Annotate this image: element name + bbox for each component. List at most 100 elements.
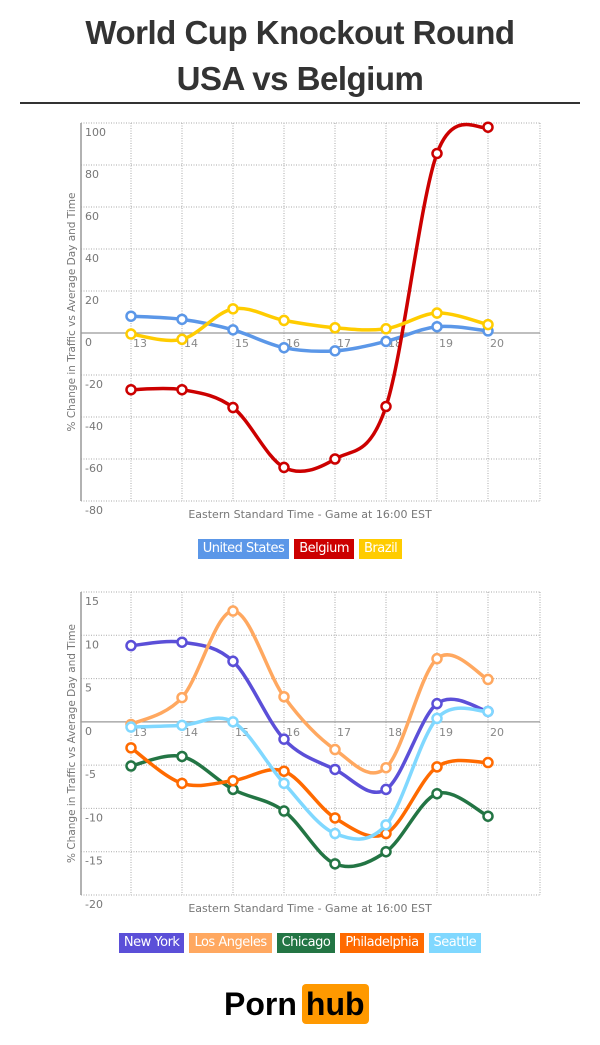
data-point (278, 765, 290, 777)
data-point (227, 716, 239, 728)
data-point (227, 303, 239, 315)
data-point (482, 756, 494, 769)
y-tick-label: -80 (85, 504, 103, 517)
data-point (278, 341, 290, 354)
legend-item[interactable]: Belgium (294, 539, 355, 559)
x-tick-label: 15 (235, 337, 249, 350)
data-point (125, 639, 137, 652)
y-tick-label: 20 (85, 294, 99, 307)
y-axis-label: % Change in Traffic vs Average Day and T… (66, 193, 78, 432)
y-tick-label: 100 (85, 126, 106, 139)
y-tick-label: 40 (85, 252, 99, 265)
data-point (278, 777, 290, 790)
data-point (482, 121, 494, 133)
legend-item[interactable]: Brazil (359, 539, 403, 559)
data-point (380, 819, 392, 831)
data-point (176, 719, 188, 732)
y-tick-label: 0 (85, 725, 92, 738)
data-point (227, 401, 239, 414)
data-point (329, 322, 341, 334)
x-tick-label: 20 (490, 726, 504, 739)
data-point (329, 812, 341, 824)
y-tick-label: 0 (85, 336, 92, 349)
y-tick-label: 5 (85, 682, 92, 695)
x-tick-label: 19 (439, 726, 453, 739)
y-tick-label: -60 (85, 462, 103, 475)
data-point (431, 147, 443, 160)
x-tick-label: 13 (133, 726, 147, 739)
series-line-belgium (130, 122, 489, 473)
data-point (431, 787, 443, 800)
data-point (329, 858, 341, 870)
data-point (380, 400, 392, 413)
series-line-chicago (130, 753, 489, 869)
x-tick-label: 14 (184, 726, 198, 739)
data-point (227, 774, 239, 787)
legend-item[interactable]: Los Angeles (189, 933, 272, 953)
x-tick-label: 17 (337, 337, 351, 350)
data-point (329, 453, 341, 465)
data-point (431, 712, 443, 725)
data-point (482, 810, 494, 822)
x-axis-label: Eastern Standard Time - Game at 16:00 ES… (188, 902, 432, 915)
legend-chart-2: New York Los Angeles Chicago Philadelphia Se… (0, 933, 600, 953)
series-line-new-york (130, 639, 489, 795)
logo-text-hub: hub (301, 984, 369, 1024)
data-point (176, 333, 188, 346)
legend-item[interactable]: Chicago (276, 933, 336, 953)
y-tick-label: -20 (85, 898, 103, 911)
pornhub-logo: Porn hub (224, 984, 369, 1024)
data-point (278, 314, 290, 327)
data-point (482, 673, 494, 686)
y-tick-label: -5 (85, 768, 96, 781)
y-tick-label: -20 (85, 378, 103, 391)
y-tick-label: 80 (85, 168, 99, 181)
data-point (329, 743, 341, 756)
title-divider (20, 102, 580, 104)
data-point (176, 750, 188, 763)
legend-chart-1: United States Belgium Brazil (0, 539, 600, 559)
x-tick-label: 16 (286, 726, 300, 739)
x-tick-label: 15 (235, 726, 249, 739)
data-point (278, 805, 290, 817)
title-line-2: USA vs Belgium (176, 60, 424, 97)
title-line-1: World Cup Knockout Round (85, 14, 515, 51)
data-point (380, 323, 392, 335)
data-point (431, 320, 443, 333)
data-point (125, 760, 137, 772)
data-point (329, 763, 341, 776)
data-point (176, 636, 188, 648)
x-tick-label: 18 (388, 726, 402, 739)
chart-2: 15 10 5 0 -5 -10 -15 -20 13 14 15 16 17 18 19 20 % Chang… (66, 591, 541, 915)
data-point (329, 345, 341, 357)
data-point (380, 845, 392, 858)
series-line-los-angeles (130, 609, 489, 775)
y-tick-label: 60 (85, 210, 99, 223)
data-point (176, 383, 188, 396)
legend-item[interactable]: Philadelphia (340, 933, 424, 953)
data-point (431, 761, 443, 773)
data-point (176, 313, 188, 326)
data-point (380, 335, 392, 348)
legend-item[interactable]: Seattle (428, 933, 482, 953)
legend-item[interactable]: United States (197, 539, 290, 559)
x-tick-label: 19 (439, 337, 453, 350)
data-point (227, 324, 239, 336)
logo-text-porn: Porn (224, 985, 297, 1022)
data-point (125, 742, 137, 754)
data-point (176, 777, 188, 790)
data-point (380, 783, 392, 796)
data-point (431, 652, 443, 665)
data-point (125, 328, 137, 340)
x-axis-label: Eastern Standard Time - Game at 16:00 ES… (188, 508, 432, 521)
data-point (125, 721, 137, 733)
y-axis-label: % Change in Traffic vs Average Day and T… (66, 624, 78, 863)
data-point (278, 461, 290, 474)
data-point (227, 605, 239, 617)
data-point (431, 697, 443, 710)
x-tick-label: 17 (337, 726, 351, 739)
legend-item[interactable]: New York (118, 933, 185, 953)
y-tick-label: 10 (85, 638, 99, 651)
